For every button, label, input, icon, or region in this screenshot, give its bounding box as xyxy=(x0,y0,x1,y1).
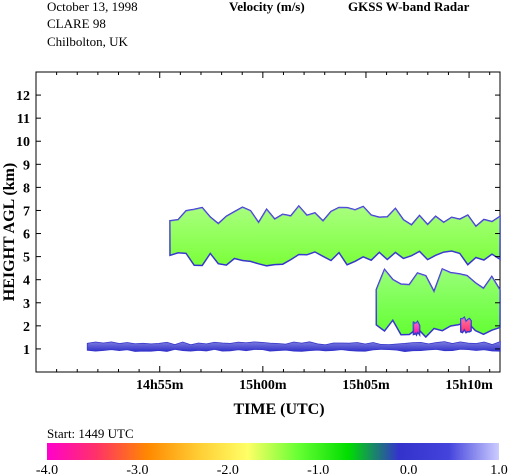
echo-layers xyxy=(86,204,501,352)
y-tick-label: 3 xyxy=(23,297,30,312)
y-tick-label: 12 xyxy=(16,89,30,104)
y-tick-label: 10 xyxy=(16,135,30,150)
y-tick-label: 4 xyxy=(23,274,30,289)
colorbar-ticks: -4.0 -3.0 -2.0 -1.0 0.0 1.0 xyxy=(36,463,508,476)
y-tick-label: 8 xyxy=(23,181,30,196)
campaign-label: CLARE 98 xyxy=(47,16,106,31)
y-tick-label: 7 xyxy=(23,204,30,219)
x-axis-label: TIME (UTC) xyxy=(233,401,324,418)
x-tick-label: 15h05m xyxy=(342,378,390,393)
x-tick-label: 15h10m xyxy=(445,378,493,393)
y-tick-label: 1 xyxy=(23,343,30,358)
y-tick-label: 9 xyxy=(23,158,30,173)
colorbar-tick-label: 1.0 xyxy=(490,463,508,476)
y-axis-label: HEIGHT AGL (km) xyxy=(1,163,18,301)
y-tick-label: 2 xyxy=(23,320,30,335)
colorbar-tick-label: -2.0 xyxy=(217,463,239,476)
echo-region-shading xyxy=(170,206,500,266)
instrument-label: GKSS W-band Radar xyxy=(348,0,470,14)
date-label: October 13, 1998 xyxy=(47,0,138,14)
chart-title: Velocity (m/s) xyxy=(229,0,305,14)
colorbar xyxy=(47,443,499,460)
colorbar-tick-label: 0.0 xyxy=(400,463,418,476)
x-tick-label: 15h00m xyxy=(239,378,287,393)
colorbar-tick-label: -4.0 xyxy=(36,463,58,476)
y-tick-label: 6 xyxy=(23,228,30,243)
echo-region-shading xyxy=(87,342,500,352)
location-label: Chilbolton, UK xyxy=(47,34,128,49)
y-tick-label: 5 xyxy=(23,251,30,266)
x-axis: 14h55m 15h00m 15h05m 15h10m xyxy=(35,72,493,393)
echo-region-shading xyxy=(413,321,420,335)
colorbar-tick-label: -1.0 xyxy=(307,463,329,476)
echo-region-shading xyxy=(460,317,472,333)
colorbar-tick-label: -3.0 xyxy=(126,463,148,476)
y-tick-label: 11 xyxy=(17,112,30,127)
start-time-label: Start: 1449 UTC xyxy=(47,426,134,441)
x-tick-label: 14h55m xyxy=(136,378,184,393)
